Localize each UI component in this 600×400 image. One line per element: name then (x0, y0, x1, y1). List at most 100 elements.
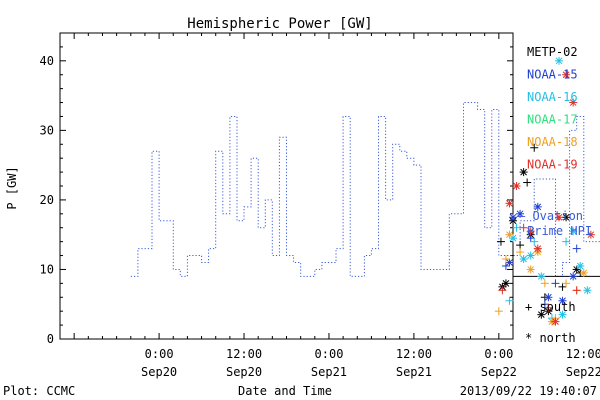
star-marker-d2 (569, 99, 577, 106)
x-tick-time-label: 0:00 (145, 347, 174, 361)
legend-entry: NOAA-16 (527, 90, 578, 104)
satellite-point (494, 307, 503, 316)
plot-area-frame (59, 32, 514, 340)
y-tick-label: 40 (40, 54, 54, 68)
star-marker-d2 (583, 286, 591, 294)
x-tick-date-label: Sep20 (226, 365, 262, 379)
y-axis-label: P [GW] (5, 166, 19, 209)
star-marker-d2 (506, 200, 513, 207)
satellite-point (558, 310, 567, 319)
satellite-point (526, 227, 535, 236)
star-marker-d2 (502, 280, 510, 287)
star-marker-d2 (562, 71, 570, 79)
satellite-point (509, 213, 517, 222)
satellite-point (551, 317, 560, 326)
x-tick-time-label: 0:00 (484, 347, 513, 361)
satellite-point (533, 244, 542, 253)
y-tick-label: 10 (40, 262, 54, 276)
star-marker-d2 (552, 318, 559, 325)
ovation-legend-line1: — Ovation (518, 209, 583, 223)
satellite-point (516, 248, 525, 257)
satellite-point (512, 223, 521, 232)
satellite-point (501, 261, 510, 270)
star-marker-d2 (587, 231, 595, 239)
satellite-point (558, 296, 567, 305)
star-marker-d2 (516, 210, 524, 218)
star-marker-d2 (520, 255, 527, 263)
satellite-point (540, 300, 549, 309)
satellite-point (562, 237, 571, 246)
star-marker-d2 (534, 203, 542, 211)
satellite-point (505, 296, 514, 305)
x-tick-date-label: Sep20 (141, 365, 177, 379)
satellite-point (583, 286, 592, 295)
star-marker-d2 (559, 297, 566, 305)
star-marker-d2 (555, 57, 563, 65)
ovation-prime-hpi-series (130, 102, 600, 277)
star-marker-d2 (509, 213, 517, 221)
legend-entry: NOAA-17 (527, 113, 578, 127)
satellite-point (516, 241, 525, 250)
satellite-point (586, 230, 595, 239)
satellite-point (562, 70, 571, 79)
satellite-point (537, 310, 546, 319)
star-marker-d2 (509, 234, 517, 242)
y-tick-label: 0 (47, 332, 54, 346)
star-marker-d2 (527, 266, 535, 273)
satellite-point (512, 182, 521, 190)
satellite-point (562, 213, 571, 222)
satellite-point (569, 98, 578, 107)
x-tick-time-label: 12:00 (226, 347, 262, 361)
star-marker-d2 (562, 213, 570, 221)
satellite-point (519, 255, 528, 264)
satellite-point (562, 279, 571, 288)
x-tick-date-label: Sep21 (396, 365, 432, 379)
plot-credit: Plot: CCMC (3, 384, 75, 398)
satellite-point (551, 279, 560, 288)
x-tick-time-label: 12:00 (566, 347, 600, 361)
satellite-point (501, 279, 510, 288)
plot-timestamp: 2013/09/22 19:40:07 (460, 384, 597, 398)
satellite-point (505, 258, 514, 267)
satellite-point (530, 143, 539, 152)
satellite-legend: METP-02 NOAA-15 NOAA-16 NOAA-17 NOAA-18 NOAA-… (527, 45, 578, 172)
marker-legend: + south * north (525, 300, 576, 345)
satellite-points (494, 56, 595, 326)
satellite-point (498, 286, 507, 295)
satellite-point (576, 261, 585, 270)
x-tick-time-label: 0:00 (315, 347, 344, 361)
satellite-point (505, 230, 514, 239)
satellite-point (569, 272, 578, 281)
star-marker-d2 (569, 227, 577, 235)
star-marker-d2 (520, 168, 527, 176)
satellite-point (523, 178, 532, 187)
satellite-point (526, 251, 535, 260)
y-axis: 0 10 20 30 40 (40, 46, 513, 346)
satellite-point (537, 272, 546, 281)
x-tick-time-label: 12:00 (396, 347, 432, 361)
star-marker-d2 (537, 273, 545, 280)
satellite-point (516, 209, 525, 218)
star-marker-d2 (545, 293, 552, 301)
satellite-point (555, 56, 564, 65)
star-marker-d2 (580, 269, 588, 277)
satellite-point (533, 202, 542, 211)
satellite-point (496, 237, 505, 246)
marker-legend-entry: + south (525, 300, 576, 314)
star-marker-d2 (537, 311, 545, 319)
ovation-legend-line2: Prime HPI (527, 224, 592, 238)
satellite-point (519, 223, 528, 232)
star-marker-d2 (534, 245, 542, 252)
marker-legend-entry: * north (525, 331, 576, 345)
satellite-point (544, 303, 553, 312)
satellite-point (505, 199, 514, 208)
x-axis: 0:00 Sep20 12:00 Sep20 0:00 Sep21 12:00 Sep21 0:… (73, 33, 600, 379)
legend-entry: METP-02 (527, 45, 578, 59)
star-marker-d2 (527, 227, 535, 235)
star-marker-d2 (527, 252, 535, 259)
satellite-point (579, 268, 588, 277)
legend-entry: NOAA-19 (527, 158, 578, 172)
star-marker-d2 (559, 311, 566, 319)
star-marker-d2 (569, 273, 577, 280)
